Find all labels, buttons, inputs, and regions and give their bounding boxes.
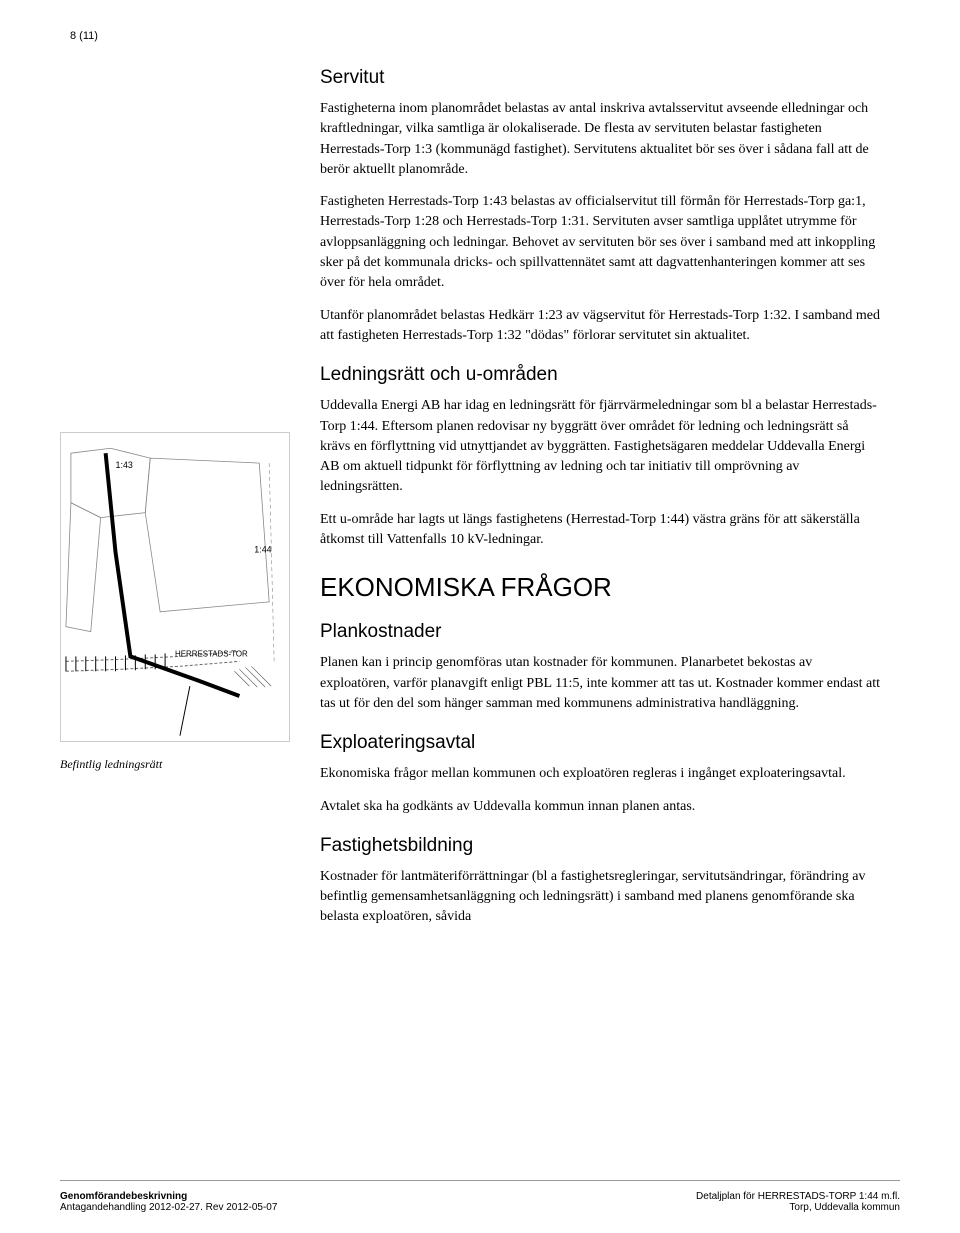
paragraph: Fastigheterna inom planområdet belastas … — [320, 99, 880, 180]
footer-title: Genomförandebeskrivning — [60, 1191, 277, 1202]
paragraph: Uddevalla Energi AB har idag en lednings… — [320, 396, 880, 497]
paragraph: Ekonomiska frågor mellan kommunen och ex… — [320, 764, 880, 784]
map-sketch-icon: 1:43 1:44 HERRESTADS-TOR — [61, 433, 289, 741]
main-content: Servitut Fastigheterna inom planområdet … — [320, 67, 900, 940]
heading-ledningsratt: Ledningsrätt och u-områden — [320, 364, 880, 386]
heading-ekonomiska: EKONOMISKA FRÅGOR — [320, 572, 880, 603]
footer-right: Detaljplan för HERRESTADS-TORP 1:44 m.fl… — [696, 1191, 900, 1213]
footer-left: Genomförandebeskrivning Antagandehandlin… — [60, 1191, 277, 1213]
map-figure: 1:43 1:44 HERRESTADS-TOR — [60, 432, 290, 742]
paragraph: Planen kan i princip genomföras utan kos… — [320, 653, 880, 714]
paragraph: Ett u-område har lagts ut längs fastighe… — [320, 510, 880, 551]
paragraph: Fastigheten Herrestads-Torp 1:43 belasta… — [320, 192, 880, 293]
page-number: 8 (11) — [70, 30, 900, 42]
map-lot-label-43: 1:43 — [116, 460, 133, 470]
footer-location: Torp, Uddevalla kommun — [696, 1202, 900, 1213]
heading-plankostnader: Plankostnader — [320, 621, 880, 643]
map-caption: Befintlig ledningsrätt — [60, 757, 300, 772]
footer-date: Antagandehandling 2012-02-27. Rev 2012-0… — [60, 1202, 277, 1213]
footer: Genomförandebeskrivning Antagandehandlin… — [60, 1180, 900, 1213]
paragraph: Avtalet ska ha godkänts av Uddevalla kom… — [320, 797, 880, 817]
map-area-label: HERRESTADS-TOR — [175, 649, 248, 658]
paragraph: Kostnader för lantmäteriförrättningar (b… — [320, 867, 880, 928]
paragraph: Utanför planområdet belastas Hedkärr 1:2… — [320, 306, 880, 347]
footer-plan-name: Detaljplan för HERRESTADS-TORP 1:44 m.fl… — [696, 1191, 900, 1202]
heading-fastighetsbildning: Fastighetsbildning — [320, 835, 880, 857]
heading-exploateringsavtal: Exploateringsavtal — [320, 732, 880, 754]
sidebar: 1:43 1:44 HERRESTADS-TOR Befintlig ledni… — [60, 67, 300, 940]
heading-servitut: Servitut — [320, 67, 880, 89]
map-lot-label-44: 1:44 — [254, 544, 271, 554]
